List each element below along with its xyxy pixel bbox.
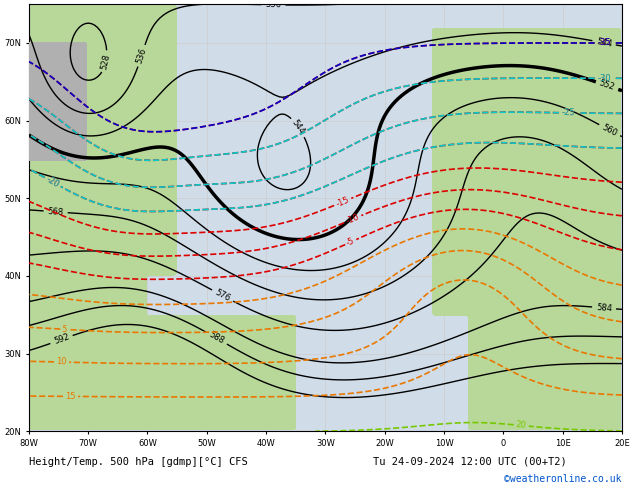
Text: 20: 20 <box>515 420 527 430</box>
Text: 592: 592 <box>53 333 70 346</box>
Text: -25: -25 <box>562 108 575 118</box>
Text: -35: -35 <box>597 39 611 48</box>
Text: -20: -20 <box>44 175 61 189</box>
Text: -15: -15 <box>335 195 351 209</box>
Text: 576: 576 <box>214 288 231 303</box>
Text: ©weatheronline.co.uk: ©weatheronline.co.uk <box>505 474 622 484</box>
Text: 536: 536 <box>265 0 281 9</box>
Text: 536: 536 <box>135 47 148 65</box>
Text: 552: 552 <box>598 79 616 93</box>
Text: -5: -5 <box>345 236 356 248</box>
Text: 5: 5 <box>61 325 67 334</box>
Text: 15: 15 <box>65 392 76 401</box>
Text: 528: 528 <box>100 53 112 70</box>
Text: -20: -20 <box>44 175 61 189</box>
Text: -30: -30 <box>597 74 611 83</box>
Text: -30: -30 <box>597 74 611 83</box>
Text: 568: 568 <box>48 207 64 217</box>
Text: 584: 584 <box>596 303 612 313</box>
Text: 588: 588 <box>207 330 226 346</box>
Text: 10: 10 <box>56 357 67 367</box>
Text: Height/Temp. 500 hPa [gdmp][°C] CFS: Height/Temp. 500 hPa [gdmp][°C] CFS <box>29 457 247 467</box>
Text: -10: -10 <box>345 212 361 226</box>
Text: 544: 544 <box>595 37 612 49</box>
Text: 560: 560 <box>600 122 619 138</box>
Text: -35: -35 <box>597 39 611 48</box>
Text: 544: 544 <box>290 119 307 136</box>
Text: -25: -25 <box>562 108 575 118</box>
Text: Tu 24-09-2024 12:00 UTC (00+T2): Tu 24-09-2024 12:00 UTC (00+T2) <box>373 457 567 467</box>
